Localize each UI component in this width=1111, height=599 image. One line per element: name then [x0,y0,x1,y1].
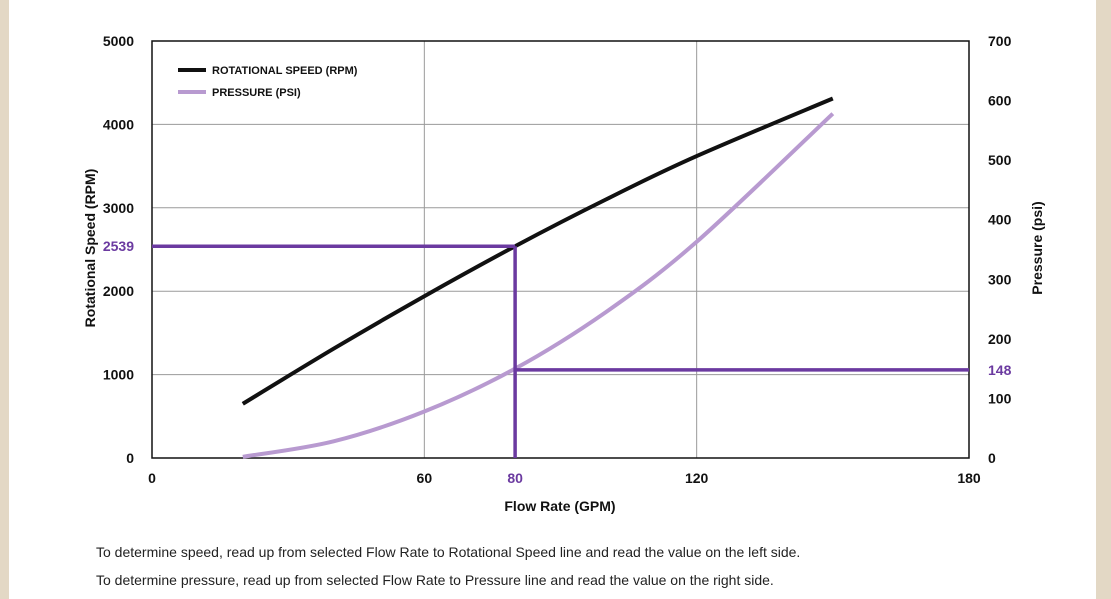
instruction-speed: To determine speed, read up from selecte… [96,544,801,560]
x-tick-label: 120 [685,470,709,486]
y-tick-label: 3000 [103,200,134,216]
y-axis-title: Rotational Speed (RPM) [82,169,98,328]
flow-readout-label: 80 [507,470,523,486]
pressure-readout-label: 148 [988,362,1012,378]
x-tick-label: 180 [957,470,981,486]
legend: ROTATIONAL SPEED (RPM) PRESSURE (PSI) [178,65,358,99]
speed-readout-label: 2539 [103,238,134,254]
chart-panel [9,0,1096,599]
y-tick-label: 1000 [103,367,134,383]
x-axis-title: Flow Rate (GPM) [504,498,615,514]
y-tick-label: 0 [126,450,134,466]
y2-tick-label: 0 [988,450,996,466]
y-tick-label: 2000 [103,283,134,299]
y2-tick-labels: 0 100 200 300 400 500 600 700 [988,33,1012,466]
y-tick-labels: 0 1000 2000 3000 4000 5000 [103,33,134,466]
pressure-series-line [242,112,835,459]
legend-label-speed: ROTATIONAL SPEED (RPM) [212,65,358,77]
y2-tick-label: 700 [988,33,1012,49]
y2-axis-title: Pressure (psi) [1029,201,1045,294]
flow-chart: 0 60 120 180 0 1000 2000 3000 4000 5000 0 100 200 3… [82,33,1045,514]
y2-tick-label: 400 [988,212,1012,228]
y2-tick-label: 500 [988,152,1012,168]
x-tick-label: 0 [148,470,156,486]
y2-tick-label: 100 [988,390,1012,406]
instructions: To determine speed, read up from selecte… [96,538,800,594]
instruction-pressure: To determine pressure, read up from sele… [96,572,774,588]
y-tick-label: 4000 [103,116,134,132]
speed-series-line [241,96,834,406]
y2-tick-label: 200 [988,331,1012,347]
y2-tick-label: 300 [988,271,1012,287]
plot-area [151,40,970,459]
y-tick-label: 5000 [103,33,134,49]
x-tick-label: 60 [417,470,433,486]
y2-tick-label: 600 [988,93,1012,109]
x-tick-labels: 0 60 120 180 [148,470,981,486]
grid [152,41,969,458]
legend-label-pressure: PRESSURE (PSI) [212,87,301,99]
